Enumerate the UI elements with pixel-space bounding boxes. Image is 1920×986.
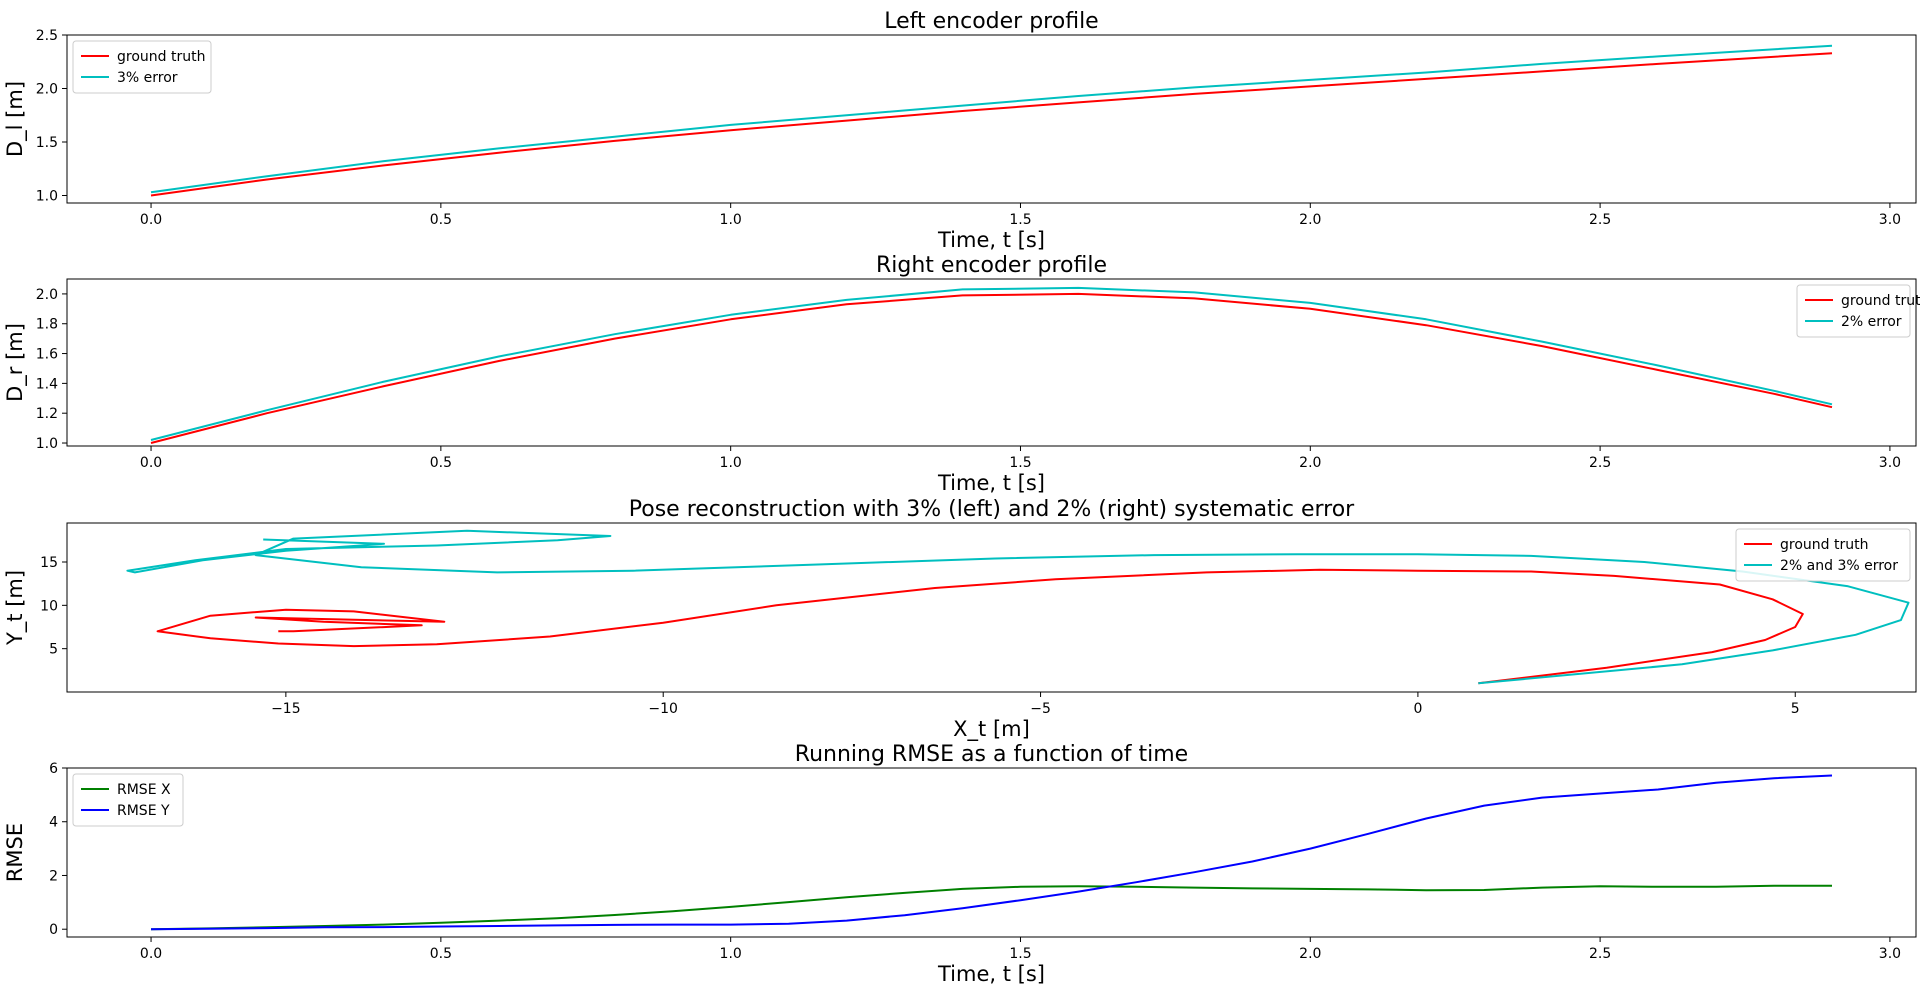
x-tick-label: 2.0 [1299, 212, 1321, 228]
subplot-1: 0.0 0.5 1.0 1.5 2.0 2.5 3.0 1.0 1.5 2.0 2.5 Left en… [3, 9, 1917, 252]
y-tick-label: 1.0 [36, 189, 58, 205]
series-line-2 [150, 286, 1833, 441]
y-tick-label: 1.4 [36, 376, 58, 392]
y-tick-label: 15 [40, 555, 58, 571]
y-axis-label: Y_t [m] [3, 570, 28, 646]
series-line-1 [150, 292, 1833, 444]
series-line-2 [126, 529, 1910, 685]
x-tick-label: 5 [1791, 701, 1800, 717]
y-tick-label: 6 [49, 761, 58, 777]
x-tick-label: 1.5 [1009, 212, 1031, 228]
x-tick-label: 1.5 [1009, 455, 1031, 471]
y-tick-label: 1.2 [36, 406, 58, 422]
y-tick-label: 2.0 [36, 82, 58, 98]
legend-box [72, 773, 184, 827]
legend: ground truth 2% and 3% error [1735, 528, 1911, 582]
y-axis-label: RMSE [3, 823, 27, 882]
x-tick-label: 2.5 [1589, 455, 1611, 471]
legend-label: 2% and 3% error [1780, 558, 1898, 574]
legend-label: RMSE X [117, 782, 171, 798]
x-tick-label: 2.5 [1589, 212, 1611, 228]
x-axis-label: X_t [m] [953, 717, 1030, 742]
legend: RMSE X RMSE Y [72, 773, 184, 827]
y-axis-label: D_l [m] [3, 81, 28, 157]
x-tick-label: 1.0 [720, 455, 742, 471]
y-tick-label: 2.0 [36, 287, 58, 303]
x-axis-label: Time, t [s] [937, 471, 1045, 495]
x-tick-label: 0.5 [430, 212, 452, 228]
y-tick-label: 10 [40, 598, 58, 614]
x-tick-label: 1.0 [720, 212, 742, 228]
series-line-2 [150, 774, 1833, 931]
y-tick-label: 1.8 [36, 317, 58, 333]
axes-frame [66, 767, 1917, 938]
x-tick-label: −10 [648, 701, 678, 717]
x-tick-label: 2.5 [1589, 946, 1611, 962]
subplot-4: 0.0 0.5 1.0 1.5 2.0 2.5 3.0 0 2 4 6 Running RMSE as… [3, 742, 1917, 986]
x-tick-label: 0.0 [140, 212, 162, 228]
legend-box [1735, 528, 1911, 582]
x-tick-label: 3.0 [1879, 455, 1901, 471]
x-tick-label: 0.0 [140, 946, 162, 962]
legend-label: ground truth [1841, 293, 1920, 309]
axes-frame [66, 522, 1917, 693]
x-axis-label: Time, t [s] [937, 228, 1045, 252]
y-tick-label: 1.0 [36, 436, 58, 452]
y-tick-label: 1.6 [36, 347, 58, 363]
subplot-title: Left encoder profile [884, 9, 1098, 34]
x-tick-label: 1.0 [720, 946, 742, 962]
legend-label: ground truth [1780, 537, 1868, 553]
legend-box [72, 40, 212, 94]
legend: ground truth 2% error [1796, 284, 1920, 338]
x-tick-label: −15 [271, 701, 301, 717]
x-tick-label: 0.0 [140, 455, 162, 471]
subplot-title: Right encoder profile [876, 253, 1107, 278]
x-tick-label: 0.5 [430, 455, 452, 471]
y-tick-label: 4 [49, 815, 58, 831]
y-tick-label: 2 [49, 868, 58, 884]
legend-label: 2% error [1841, 314, 1902, 330]
x-tick-label: 3.0 [1879, 946, 1901, 962]
x-tick-label: 0.5 [430, 946, 452, 962]
y-tick-label: 1.5 [36, 135, 58, 151]
x-tick-label: 1.5 [1009, 946, 1031, 962]
axes-frame [66, 278, 1917, 447]
legend-label: RMSE Y [117, 803, 170, 819]
subplot-title: Pose reconstruction with 3% (left) and 2… [629, 497, 1355, 522]
subplot-3: −15 −10 −5 0 5 5 10 15 Pose reconstruction with … [3, 497, 1917, 742]
x-tick-label: −5 [1030, 701, 1051, 717]
y-tick-label: 0 [49, 922, 58, 938]
x-tick-label: 0 [1413, 701, 1422, 717]
legend: ground truth 3% error [72, 40, 212, 94]
legend-box [1796, 284, 1911, 338]
x-tick-label: 2.0 [1299, 455, 1321, 471]
subplot-title: Running RMSE as a function of time [795, 742, 1188, 767]
axes-frame [66, 34, 1917, 204]
x-tick-label: 3.0 [1879, 212, 1901, 228]
series-line-2 [150, 44, 1833, 194]
legend-label: ground truth [117, 49, 205, 65]
y-axis-label: D_r [m] [3, 323, 28, 402]
subplot-2: 0.0 0.5 1.0 1.5 2.0 2.5 3.0 1.0 1.2 1.4 1.6 1.8 2.0 R… [3, 253, 1920, 495]
x-tick-label: 2.0 [1299, 946, 1321, 962]
series-line-1 [150, 884, 1832, 931]
y-tick-label: 5 [49, 642, 58, 658]
y-tick-label: 2.5 [36, 28, 58, 44]
series-line-1 [150, 52, 1833, 197]
series-line-1 [156, 568, 1804, 685]
x-axis-label: Time, t [s] [937, 962, 1045, 986]
legend-label: 3% error [117, 70, 178, 86]
